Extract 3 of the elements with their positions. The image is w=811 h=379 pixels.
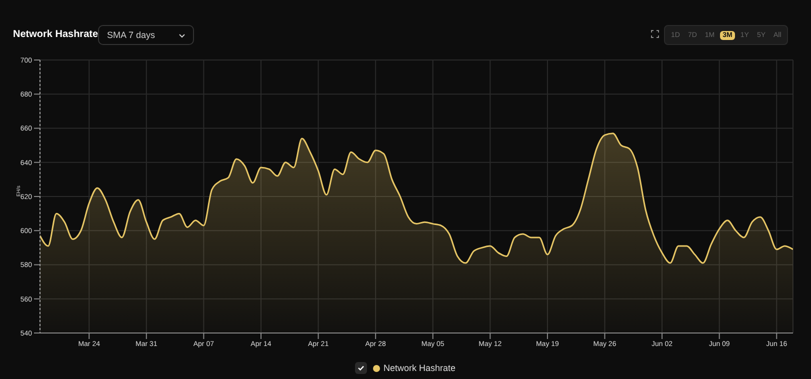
legend-label: Network Hashrate bbox=[383, 363, 456, 373]
chart-title: Network Hashrate bbox=[13, 29, 98, 40]
dropdown: SMA 7 days bbox=[98, 25, 194, 45]
